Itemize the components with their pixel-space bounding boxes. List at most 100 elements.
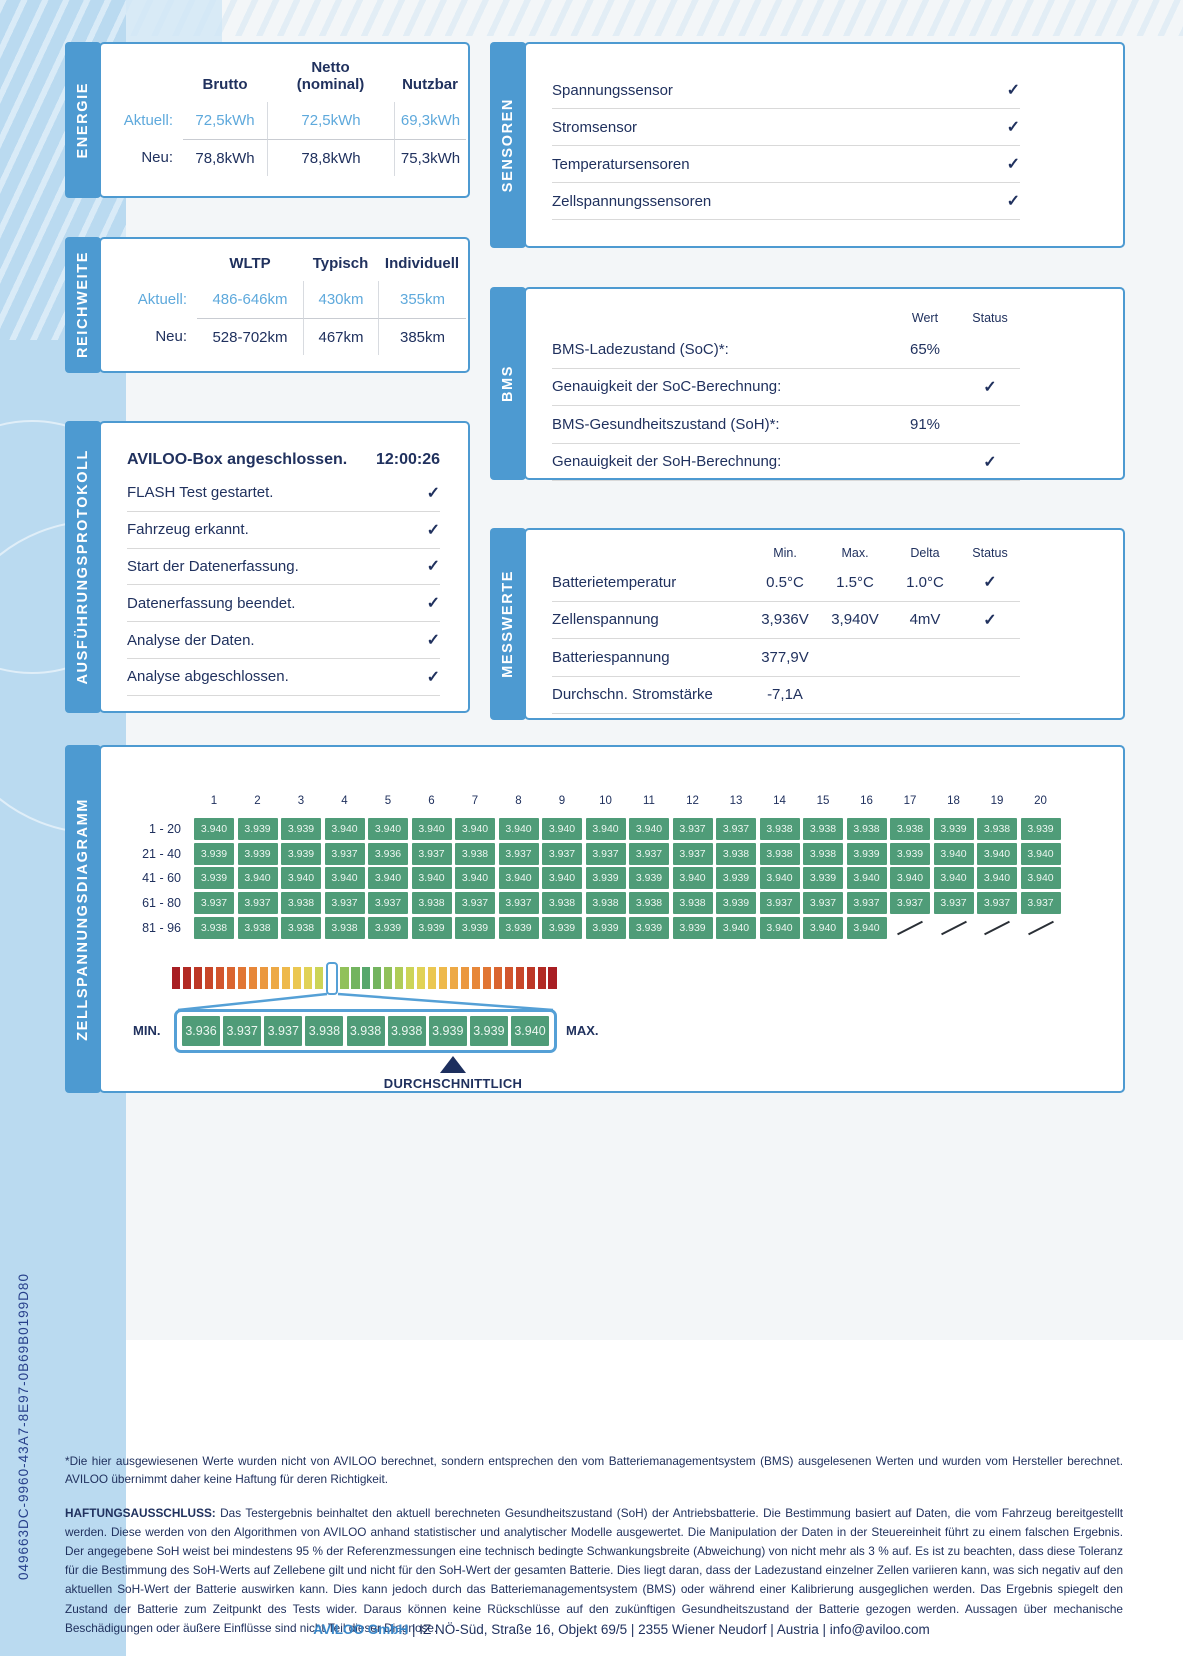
cell-voltage-value: 3.939 — [281, 817, 321, 840]
bms-row-label: BMS-Gesundheitszustand (SoH)*: — [552, 415, 780, 433]
protokoll-tab: AUSFÜHRUNGSPROTOKOLL — [65, 421, 101, 713]
scale-segment — [471, 967, 481, 989]
cell-voltage-value: 3.940 — [977, 842, 1017, 865]
messwert-min: 377,9V — [761, 648, 809, 666]
cell-voltage-value: 3.940 — [890, 867, 930, 890]
min-label: MIN. — [133, 1023, 161, 1038]
check-icon: ✓ — [983, 574, 997, 592]
check-icon: ✓ — [426, 632, 440, 650]
cell-voltage-value: 3.939 — [672, 916, 713, 939]
section-messwerte: Min. Max. Delta Status Batterietemperatu… — [490, 528, 1125, 720]
scale-segment — [248, 967, 258, 989]
value-cell: 75,3kWh — [394, 139, 466, 176]
zoom-voltage-value: 3.940 — [511, 1016, 549, 1046]
cell-voltage-row: 1 - 20 3.940 3.939 3.939 3.940 3.940 3.940 3.94… — [121, 817, 1064, 840]
check-icon: ✓ — [1006, 82, 1020, 99]
energie-title: ENERGIE — [75, 81, 91, 159]
scale-segment — [237, 967, 247, 989]
section-zellspannung: 1 2 3 4 5 6 7 8 9 10 11 12 13 14 15 16 17 18 19 20 1 - 20 3.9… — [65, 745, 1125, 1093]
cell-voltage-value: 3.937 — [672, 817, 713, 840]
cell-voltage-value: 3.937 — [324, 842, 365, 865]
no-cell-slash-icon — [977, 917, 1017, 939]
cell-voltage-value: 3.937 — [498, 842, 539, 865]
bms-row: BMS-Gesundheitszustand (SoH)*: 91% — [552, 406, 1020, 444]
messwert-delta: 4mV — [909, 611, 941, 629]
scale-segment — [303, 967, 313, 989]
scale-segment — [460, 967, 470, 989]
cell-voltage-value: 3.940 — [237, 867, 278, 890]
cell-range-label: 61 - 80 — [142, 896, 181, 911]
cell-header-row: 1 2 3 4 5 6 7 8 9 10 11 12 13 14 15 16 17 18 19 20 — [121, 795, 1064, 815]
slash-line — [897, 920, 923, 936]
cell-voltage-value: 3.938 — [194, 916, 234, 939]
cell-column-number: 15 — [816, 795, 830, 807]
protokoll-list: FLASH Test gestartet. ✓ Fahrzeug erkannt. ✓… — [101, 475, 468, 696]
scale-segment — [270, 967, 280, 989]
bms-header-row: Wert Status — [552, 311, 1020, 325]
protokoll-title: AUSFÜHRUNGSPROTOKOLL — [75, 449, 91, 685]
cell-voltage-value: 3.939 — [455, 916, 495, 939]
reichweite-title: REICHWEITE — [75, 251, 91, 359]
cell-range-label: 1 - 20 — [149, 821, 181, 836]
row-label: Neu: — [141, 149, 173, 166]
messwerte-title: MESSWERTE — [500, 570, 516, 678]
section-sensoren: Spannungssensor ✓ Stromsensor ✓ Temperaturse… — [490, 42, 1125, 248]
no-cell-slash-icon — [934, 917, 974, 939]
protocol-row: Fahrzeug erkannt. ✓ — [127, 512, 440, 549]
messwerte-header-status: Status — [972, 546, 1008, 560]
cell-voltage-value: 3.940 — [455, 817, 495, 840]
messwert-delta: 1.0°C — [906, 573, 944, 591]
messwert-max: 1.5°C — [836, 573, 874, 591]
cell-voltage-value: 3.940 — [498, 867, 539, 890]
cell-voltage-value: 3.937 — [455, 892, 495, 915]
cell-column-number: 8 — [515, 795, 522, 807]
messwert-label: Batteriespannung — [552, 648, 670, 666]
cell-voltage-value: 3.937 — [629, 842, 669, 865]
bms-panel: Wert Status BMS-Ladezustand (SoC)*: 65% Ge… — [524, 287, 1125, 481]
cell-voltage-value: 3.940 — [585, 817, 626, 840]
cell-voltage-value: 3.940 — [411, 867, 452, 890]
scale-segment — [259, 967, 269, 989]
cell-voltage-row: 61 - 80 3.937 3.937 3.938 3.937 3.937 3.938 3.9… — [121, 892, 1064, 915]
value-cell: 528-702km — [197, 318, 303, 355]
cell-voltage-value: 3.940 — [368, 817, 408, 840]
scale-segment — [281, 967, 291, 989]
corner-cell — [101, 245, 197, 281]
cell-voltage-value: 3.939 — [585, 916, 626, 939]
cell-column-number: 14 — [773, 795, 786, 807]
value-cell: 385km — [378, 318, 466, 355]
cell-voltage-value: 3.937 — [237, 892, 278, 915]
scale-segment — [372, 967, 382, 989]
zoom-voltage-value: 3.938 — [346, 1016, 385, 1046]
messwerte-header-row: Min. Max. Delta Status — [552, 546, 1020, 560]
cell-column-number: 10 — [599, 795, 612, 807]
protokoll-header-time: 12:00:26 — [375, 451, 440, 468]
cell-voltage-value: 3.938 — [324, 916, 365, 939]
no-cell-slash-icon — [890, 917, 930, 939]
protocol-row: Analyse abgeschlossen. ✓ — [127, 659, 440, 696]
cell-column-number: 1 — [210, 795, 218, 807]
protocol-row: Start der Datenerfassung. ✓ — [127, 549, 440, 586]
bms-row: Genauigkeit der SoC-Berechnung: ✓ — [552, 369, 1020, 406]
protokoll-header-label: AVILOO-Box angeschlossen. — [127, 451, 348, 468]
scale-segment — [427, 967, 437, 989]
messwert-label: Durchschn. Stromstärke — [552, 686, 713, 704]
value-cell: 486-646km — [212, 291, 288, 308]
footer-company: AVILOO GmbH — [313, 1622, 409, 1637]
row-label: Neu: — [155, 328, 187, 345]
cell-voltage-value: 3.937 — [803, 892, 843, 915]
cell-voltage-value: 3.938 — [977, 817, 1017, 840]
cell-voltage-value: 3.938 — [803, 817, 843, 840]
scale-segment — [215, 967, 225, 989]
check-icon: ✓ — [983, 378, 997, 396]
cell-voltage-value: 3.937 — [585, 842, 626, 865]
zellspannung-panel: 1 2 3 4 5 6 7 8 9 10 11 12 13 14 15 16 17 18 19 20 1 - 20 3.9… — [99, 745, 1125, 1093]
disclaimer-paragraph: HAFTUNGSAUSSCHLUSS: Das Testergebnis bei… — [65, 1504, 1123, 1638]
value-cell: 72,5kWh — [195, 112, 255, 129]
scale-zoom-strip: 3.936 3.937 3.937 3.938 3.938 3.938 3.939 3.939… — [174, 1009, 557, 1053]
messwert-min: 3,936V — [761, 611, 809, 629]
disclaimer-label: HAFTUNGSAUSSCHLUSS: — [65, 1506, 216, 1520]
slash-line — [940, 920, 967, 936]
scale-segment — [416, 967, 426, 989]
cell-voltage-row: 41 - 60 3.939 3.940 3.940 3.940 3.940 3.940 3.9… — [121, 867, 1064, 890]
